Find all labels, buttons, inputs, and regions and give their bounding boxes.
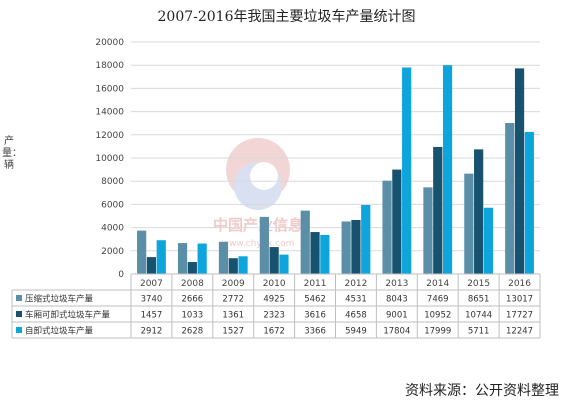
- watermark-url: www.chyxx.com: [222, 239, 295, 249]
- bar: [146, 257, 157, 274]
- bar: [218, 241, 229, 274]
- bar: [514, 68, 525, 275]
- y-tick-label: 2000: [101, 247, 124, 257]
- data-label: 3740: [141, 295, 163, 305]
- bar: [524, 131, 534, 274]
- y-tick-label: 20000: [95, 38, 124, 48]
- data-label: 4658: [345, 311, 367, 321]
- x-tick-label: 2009: [222, 279, 245, 289]
- data-label: 4531: [345, 295, 367, 305]
- legend-swatch: [16, 295, 22, 301]
- data-label: 17999: [424, 327, 451, 337]
- bar: [361, 204, 371, 274]
- legend-entry: 压缩式垃圾车产量: [25, 294, 94, 305]
- legend-entry: 车厢可卸式垃圾车产量: [25, 310, 111, 321]
- data-label: 10744: [465, 311, 492, 321]
- watermark-text: 中国产业信息: [213, 216, 303, 234]
- bar: [423, 187, 433, 274]
- y-tick-label: 8000: [101, 177, 124, 187]
- y-tick-label: 14000: [95, 108, 124, 118]
- bar: [351, 219, 361, 274]
- bar: [402, 67, 412, 274]
- bar: [238, 256, 248, 274]
- data-label: 17804: [383, 327, 410, 337]
- data-label: 7469: [427, 295, 449, 305]
- bar: [279, 254, 289, 274]
- bar: [382, 180, 392, 274]
- legend-entry: 自卸式垃圾车产量: [25, 326, 94, 337]
- x-tick-label: 2012: [344, 279, 367, 289]
- x-tick-label: 2008: [181, 279, 204, 289]
- data-label: 13017: [506, 295, 533, 305]
- data-label: 1527: [222, 327, 244, 337]
- bar: [341, 221, 351, 274]
- data-label: 9001: [386, 311, 408, 321]
- x-tick-label: 2014: [426, 279, 449, 289]
- data-label: 10952: [424, 311, 451, 321]
- legend-swatch: [16, 311, 22, 317]
- data-label: 2912: [141, 327, 163, 337]
- bar: [259, 216, 269, 274]
- bar: [320, 234, 330, 274]
- bar: [137, 230, 147, 274]
- source-note: 资料来源：公开资料整理: [405, 383, 559, 399]
- bar: [392, 169, 402, 274]
- bar: [300, 210, 310, 274]
- bar: [269, 247, 279, 274]
- data-label: 1672: [263, 327, 285, 337]
- y-tick-label: 18000: [95, 61, 124, 71]
- bar: [187, 262, 197, 274]
- x-tick-label: 2011: [304, 279, 327, 289]
- data-label: 1457: [141, 311, 163, 321]
- bar: [464, 173, 474, 274]
- bar: [442, 65, 453, 274]
- data-label: 4925: [263, 295, 285, 305]
- bar: [197, 243, 207, 274]
- data-label: 8043: [386, 295, 408, 305]
- watermark-logo: 中国产业信息 www.chyxx.com: [213, 138, 303, 249]
- data-label: 2628: [182, 327, 204, 337]
- data-label: 5462: [304, 295, 326, 305]
- data-label: 5711: [468, 327, 490, 337]
- data-label: 17727: [506, 311, 533, 321]
- y-tick-label: 4000: [101, 224, 124, 234]
- data-label: 1033: [182, 311, 204, 321]
- data-label: 3616: [304, 311, 326, 321]
- x-tick-label: 2015: [467, 279, 490, 289]
- y-tick-label: 12000: [95, 131, 124, 141]
- bar: [433, 146, 443, 274]
- y-tick-label: 16000: [95, 84, 124, 94]
- y-axis-label: 产量：辆: [2, 136, 22, 171]
- data-label: 8651: [468, 295, 490, 305]
- x-tick-label: 2016: [508, 279, 531, 289]
- data-label: 3366: [304, 327, 326, 337]
- data-label: 2772: [222, 295, 244, 305]
- bar: [505, 123, 515, 274]
- bar: [156, 240, 166, 274]
- bar: [177, 243, 188, 274]
- bar: [310, 232, 320, 274]
- data-label: 5949: [345, 327, 367, 337]
- y-tick-label: 10000: [95, 154, 124, 164]
- chart-title: 2007-2016年我国主要垃圾车产量统计图: [157, 9, 416, 25]
- bar: [483, 207, 494, 274]
- bar: [228, 258, 238, 274]
- x-tick-label: 2010: [263, 279, 286, 289]
- data-label: 2323: [263, 311, 285, 321]
- data-label: 2666: [182, 295, 204, 305]
- x-tick-label: 2007: [140, 279, 163, 289]
- bar: [474, 149, 484, 274]
- y-tick-label: 6000: [101, 200, 124, 210]
- y-tick-label: 0: [118, 270, 124, 280]
- data-label: 12247: [506, 327, 533, 337]
- legend-swatch: [16, 327, 22, 333]
- x-tick-label: 2013: [385, 279, 408, 289]
- data-label: 1361: [222, 311, 244, 321]
